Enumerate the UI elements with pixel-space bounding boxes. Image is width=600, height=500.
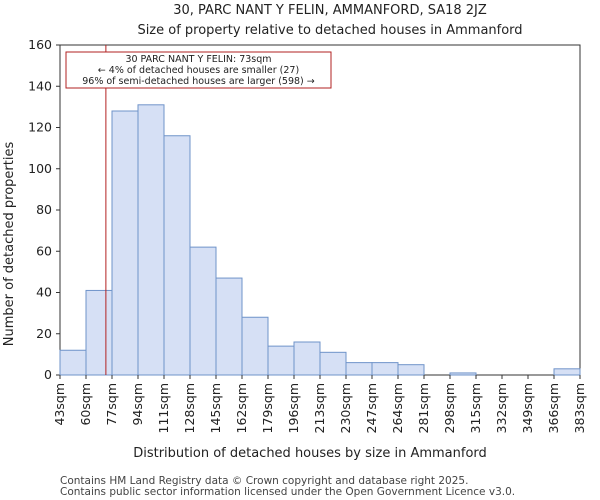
x-tick-label-179sqm: 179sqm (260, 383, 275, 433)
y-tick-label-160: 160 (28, 37, 52, 52)
x-tick-label-332sqm: 332sqm (494, 383, 509, 433)
y-tick-label-140: 140 (28, 78, 52, 93)
histogram-bar-128sqm (189, 246, 217, 376)
histogram-bar-162sqm (241, 316, 269, 376)
histogram-bar-230sqm (345, 362, 373, 376)
histogram-bar-247sqm (371, 362, 399, 376)
x-tick-label-94sqm: 94sqm (130, 383, 145, 426)
histogram-bar-179sqm (267, 345, 295, 376)
y-tick-label-80: 80 (36, 202, 52, 217)
annotation-line-2: ← 4% of detached houses are smaller (27) (98, 65, 299, 76)
y-axis-label: Number of detached properties (2, 142, 17, 347)
y-tick-label-60: 60 (36, 243, 52, 258)
histogram-bar-77sqm (111, 110, 139, 376)
annotation-box (65, 51, 332, 89)
x-tick-label-145sqm: 145sqm (208, 383, 223, 433)
x-tick-label-264sqm: 264sqm (390, 383, 405, 433)
histogram-bar-366sqm (553, 368, 581, 376)
histogram-bar-43sqm (59, 349, 87, 376)
x-axis-label: Distribution of detached houses by size … (133, 446, 487, 461)
x-tick-label-43sqm: 43sqm (52, 383, 67, 426)
histogram-bar-94sqm (137, 104, 165, 376)
x-tick-label-60sqm: 60sqm (78, 383, 93, 426)
x-tick-label-162sqm: 162sqm (234, 383, 249, 433)
x-tick-label-128sqm: 128sqm (182, 383, 197, 433)
y-tick-label-0: 0 (44, 367, 52, 382)
histogram-bar-298sqm (449, 372, 477, 376)
chart-title-line2: Size of property relative to detached ho… (137, 23, 522, 38)
annotation-line-3: 96% of semi-detached houses are larger (… (82, 76, 315, 87)
annotation-line-1: 30 PARC NANT Y FELIN: 73sqm (125, 54, 271, 65)
y-tick-label-100: 100 (28, 161, 52, 176)
x-tick-label-315sqm: 315sqm (468, 383, 483, 433)
x-tick-label-111sqm: 111sqm (156, 383, 171, 433)
footer-line1: Contains HM Land Registry data © Crown c… (60, 475, 468, 487)
plot-area: 0 20 40 60 80 100 120 140 160 43sqm 60sqm 77sqm 94sq… (28, 37, 587, 433)
x-tick-label-196sqm: 196sqm (286, 383, 301, 433)
histogram-bar-111sqm (163, 135, 191, 376)
histogram-bar-196sqm (293, 341, 321, 376)
x-tick-label-230sqm: 230sqm (338, 383, 353, 433)
histogram-bar-145sqm (215, 277, 243, 376)
x-tick-label-298sqm: 298sqm (442, 383, 457, 433)
histogram-bar-60sqm (85, 289, 113, 376)
footer-line2: Contains public sector information licen… (60, 486, 515, 498)
x-tick-label-281sqm: 281sqm (416, 383, 431, 433)
x-tick-label-366sqm: 366sqm (546, 383, 561, 433)
histogram-bar-213sqm (319, 351, 347, 376)
histogram-bar-264sqm (397, 364, 425, 376)
x-tick-label-383sqm: 383sqm (572, 383, 587, 433)
y-tick-label-120: 120 (28, 120, 52, 135)
x-tick-label-349sqm: 349sqm (520, 383, 535, 433)
chart-title-line1: 30, PARC NANT Y FELIN, AMMANFORD, SA18 2… (173, 3, 487, 18)
x-tick-label-247sqm: 247sqm (364, 383, 379, 433)
x-tick-label-213sqm: 213sqm (312, 383, 327, 433)
y-tick-label-20: 20 (36, 326, 52, 341)
x-tick-label-77sqm: 77sqm (104, 383, 119, 426)
y-tick-label-40: 40 (36, 285, 52, 300)
